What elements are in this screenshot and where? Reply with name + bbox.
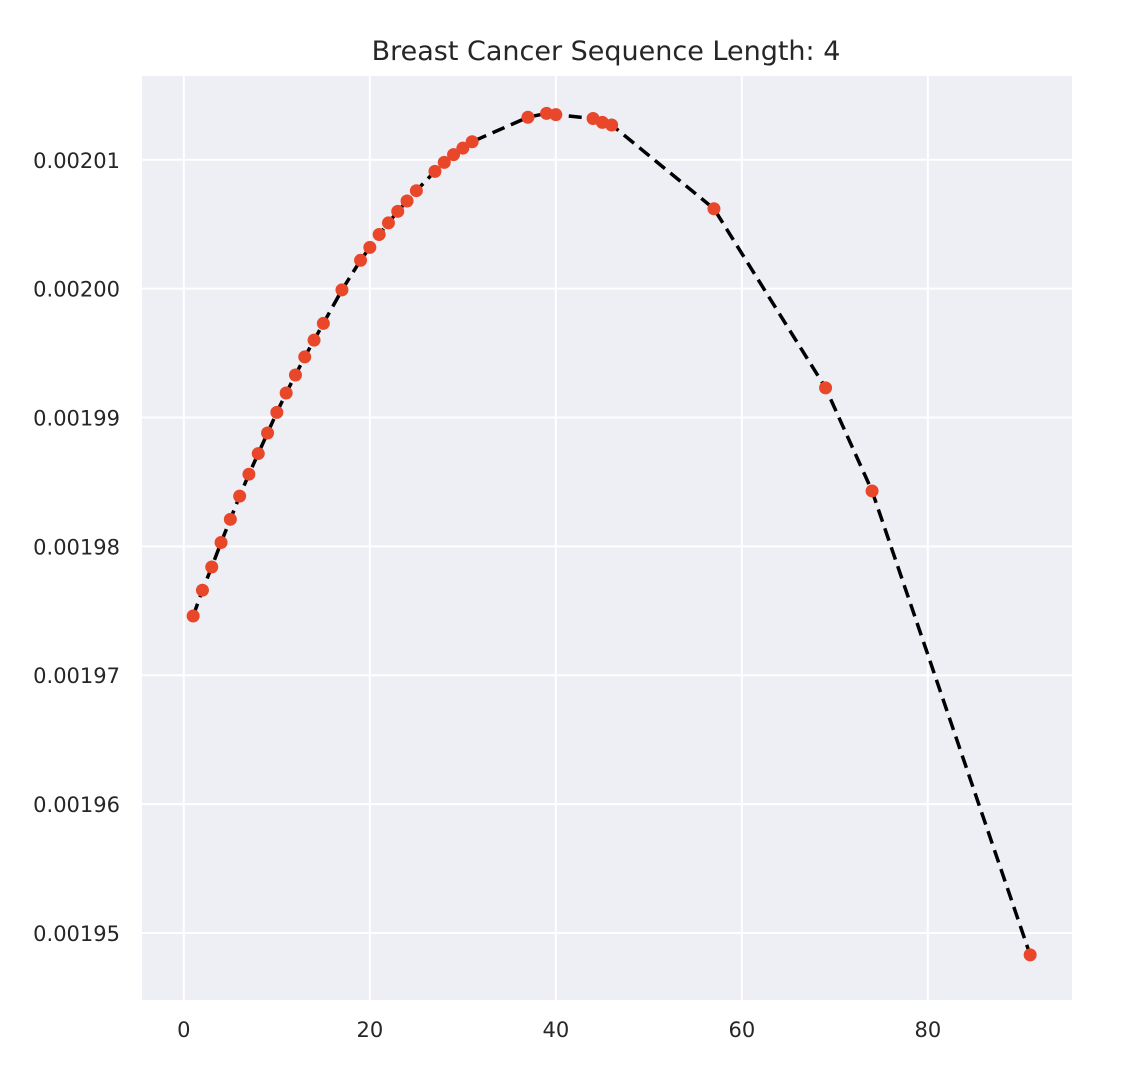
data-point bbox=[381, 216, 395, 230]
data-point bbox=[242, 467, 256, 481]
data-point bbox=[437, 155, 451, 169]
y-tick-label: 0.00201 bbox=[33, 149, 120, 173]
data-point bbox=[521, 110, 535, 124]
data-point bbox=[307, 333, 321, 347]
y-tick-label: 0.00195 bbox=[33, 922, 120, 946]
data-point bbox=[819, 381, 833, 395]
plot-background bbox=[142, 76, 1072, 1000]
data-point bbox=[465, 135, 479, 149]
data-point bbox=[865, 484, 879, 498]
data-point bbox=[195, 583, 209, 597]
data-point bbox=[605, 118, 619, 132]
data-point bbox=[447, 148, 461, 162]
y-tick-label: 0.00198 bbox=[33, 535, 120, 559]
data-point bbox=[251, 447, 265, 461]
data-point bbox=[186, 609, 200, 623]
y-tick-label: 0.00197 bbox=[33, 664, 120, 688]
data-point bbox=[288, 368, 302, 382]
data-point bbox=[233, 489, 247, 503]
data-point bbox=[409, 184, 423, 198]
data-point bbox=[1023, 948, 1037, 962]
data-point bbox=[400, 194, 414, 208]
y-axis-ticks: 0.00195 0.00196 0.00197 0.00198 0.00199 0.002… bbox=[33, 149, 120, 946]
data-point bbox=[354, 253, 368, 267]
data-point bbox=[549, 108, 563, 122]
data-point bbox=[428, 164, 442, 178]
data-point bbox=[279, 386, 293, 400]
x-tick-label: 80 bbox=[914, 1018, 941, 1042]
data-point bbox=[223, 512, 237, 526]
data-point bbox=[261, 426, 275, 440]
x-tick-label: 60 bbox=[728, 1018, 755, 1042]
data-point bbox=[214, 536, 228, 550]
x-tick-label: 20 bbox=[356, 1018, 383, 1042]
chart-title: Breast Cancer Sequence Length: 4 bbox=[372, 36, 841, 67]
data-point bbox=[298, 350, 312, 364]
data-point bbox=[456, 141, 470, 155]
data-point bbox=[316, 316, 330, 330]
data-point bbox=[335, 283, 349, 297]
y-tick-label: 0.00200 bbox=[33, 278, 120, 302]
data-point bbox=[372, 228, 386, 242]
data-point bbox=[205, 560, 219, 574]
data-point bbox=[707, 202, 721, 216]
y-tick-label: 0.00196 bbox=[33, 793, 120, 817]
grid bbox=[142, 76, 1072, 1000]
data-points bbox=[186, 106, 1037, 962]
data-point bbox=[391, 204, 405, 218]
x-axis-ticks: 0 20 40 60 80 bbox=[177, 1018, 941, 1042]
data-point bbox=[363, 240, 377, 254]
x-tick-label: 0 bbox=[177, 1018, 190, 1042]
y-tick-label: 0.00199 bbox=[33, 407, 120, 431]
data-point bbox=[270, 405, 284, 419]
x-tick-label: 40 bbox=[542, 1018, 569, 1042]
